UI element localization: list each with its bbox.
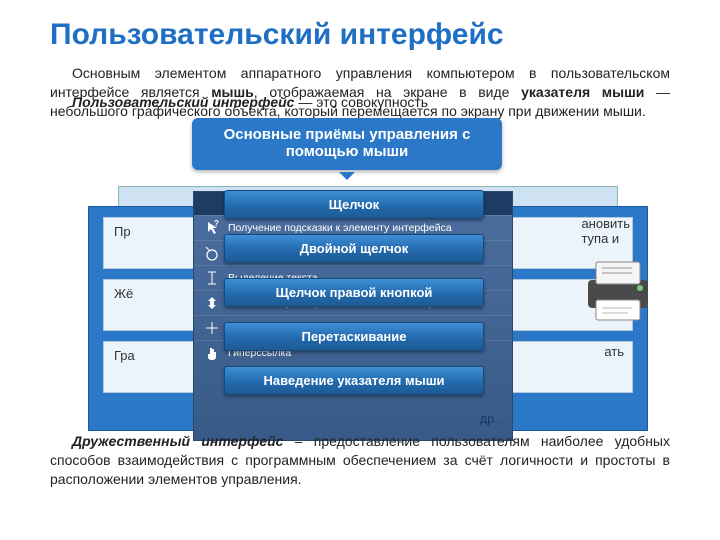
mouse-action-button[interactable]: Наведение указателя мыши [224,366,484,395]
friendly-paragraph: Дружественный интерфейс – предоставление… [50,432,670,489]
mouse-action-button[interactable]: Перетаскивание [224,322,484,351]
callout-bubble: Основные приёмы управления с помощью мыш… [192,118,502,170]
printer-icon [578,256,658,324]
row-right-text: др. [480,411,498,426]
mouse-action-button[interactable]: Двойной щелчок [224,234,484,263]
row-text: Жё [114,286,133,301]
layered-graphics: Пр Жё Гра ановить тупа и ать др. Виды ку… [88,96,648,431]
mouse-action-button[interactable]: Щелчок [224,190,484,219]
row-text: Гра [114,348,135,363]
row-right-text: ановить тупа и [581,216,630,246]
mouse-action-button[interactable]: Щелчок правой кнопкой [224,278,484,307]
mouse-action-buttons: Щелчок Двойной щелчок Щелчок правой кнопко… [224,190,484,395]
svg-text:?: ? [214,220,219,228]
page-title: Пользовательский интерфейс [50,18,670,52]
row-right-text: ать [604,344,624,359]
row-text: Пр [114,224,131,239]
